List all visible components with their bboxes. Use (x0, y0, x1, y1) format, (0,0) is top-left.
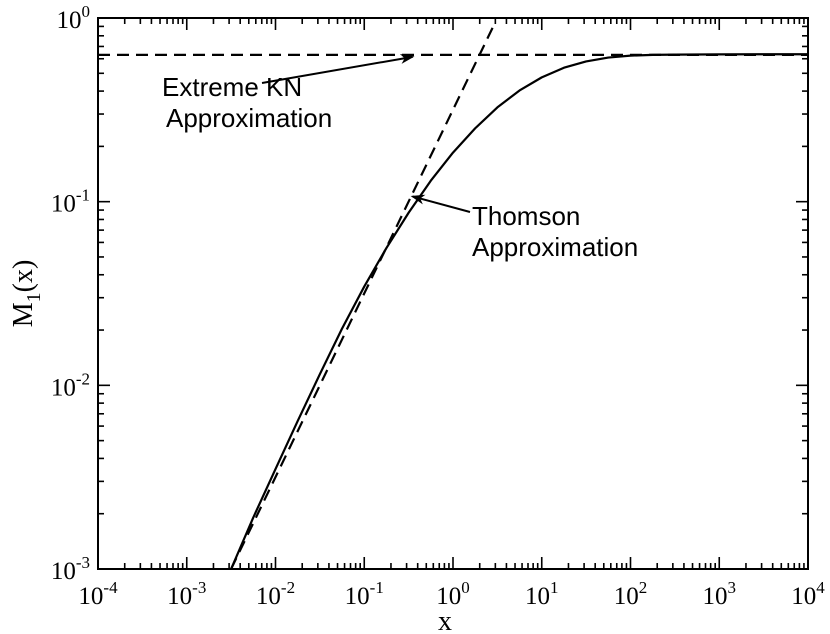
x-tick-label: 101 (525, 578, 559, 610)
annotation-text: Approximation (472, 232, 638, 262)
annotation-text: Extreme KN (162, 72, 302, 102)
y-tick-label: 10-2 (51, 369, 90, 401)
series-layer (98, 21, 808, 569)
x-tick-label: 10-2 (256, 578, 295, 610)
annotation-text: Approximation (166, 103, 332, 133)
y-axis-label: M1(x) (8, 260, 45, 328)
x-tick-label: 103 (703, 578, 737, 610)
y-tick-label: 100 (57, 2, 91, 34)
annotation-arrow (261, 53, 415, 84)
x-tick-label: 10-4 (78, 578, 118, 610)
annotations-layer: Extreme KNApproximationThomsonApproximat… (162, 53, 638, 262)
ticks-layer (97, 17, 809, 570)
annotation-arrow (410, 194, 471, 213)
labels-layer: 10-4 10-3 10-2 10-1 100 101 102 103 10410-310-21… (8, 2, 825, 634)
y-tick-label: 10-1 (51, 186, 90, 218)
series-line-dashed-1 (230, 21, 497, 569)
annotation-text: Thomson (472, 201, 580, 231)
x-axis-label: x (438, 606, 452, 634)
y-tick-label: 10-3 (51, 553, 90, 585)
x-tick-label: 104 (791, 578, 825, 610)
x-tick-label: 10-1 (345, 578, 384, 610)
x-tick-label: 102 (614, 578, 648, 610)
x-tick-label: 100 (436, 578, 470, 610)
x-tick-label: 10-3 (167, 578, 206, 610)
